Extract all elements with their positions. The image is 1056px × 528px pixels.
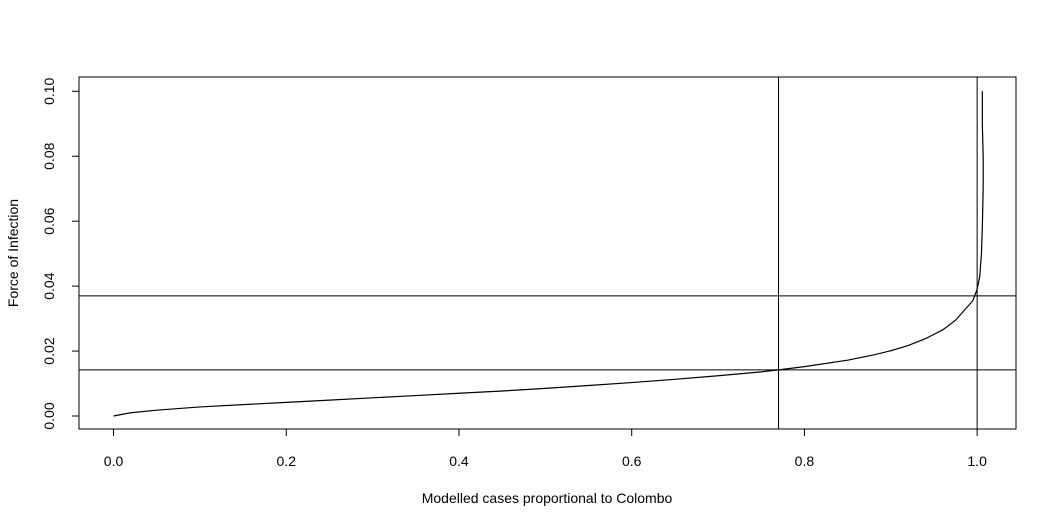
reference-lines (79, 77, 1016, 429)
y-tick-label: 0.00 (41, 402, 57, 429)
x-tick-label: 0.6 (622, 453, 642, 469)
y-tick-label: 0.08 (41, 142, 57, 169)
x-tick-label: 0.4 (449, 453, 469, 469)
x-axis: 0.0 0.2 0.4 0.6 0.8 1.0 (104, 428, 987, 469)
y-axis-title: Force of Infection (5, 199, 21, 307)
y-axis: 0.00 0.02 0.04 0.06 0.08 0.10 (41, 77, 80, 430)
x-tick-label: 0.8 (795, 453, 815, 469)
y-tick-label: 0.02 (41, 337, 57, 364)
x-axis-title: Modelled cases proportional to Colombo (422, 490, 673, 506)
data-series-line (113, 91, 984, 417)
plot-frame (78, 76, 1017, 430)
y-tick-label: 0.06 (41, 207, 57, 234)
y-tick-label: 0.04 (41, 272, 57, 299)
y-tick-label: 0.10 (41, 77, 57, 104)
x-tick-label: 0.2 (277, 453, 297, 469)
x-tick-label: 1.0 (967, 453, 987, 469)
x-tick-label: 0.0 (104, 453, 124, 469)
